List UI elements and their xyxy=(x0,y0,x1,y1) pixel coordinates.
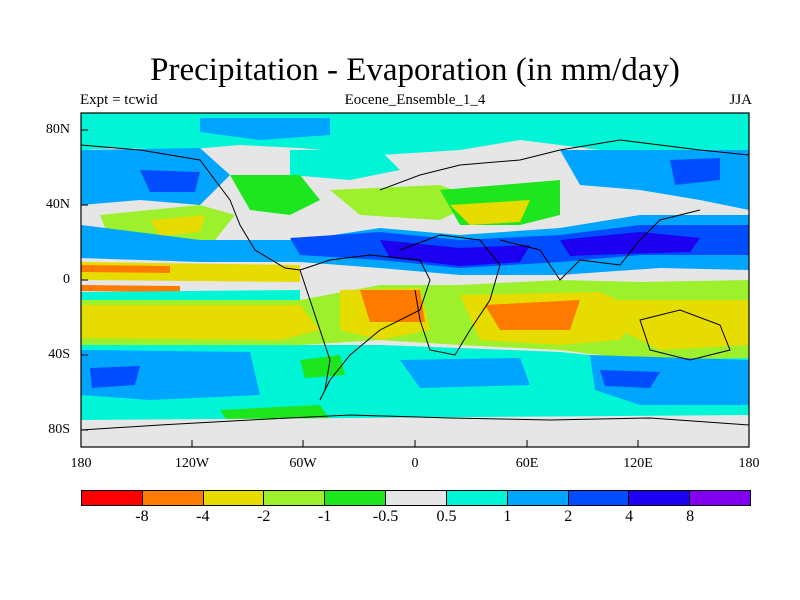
colorbar-swatch xyxy=(203,491,265,505)
itcz-peak-east xyxy=(560,232,700,256)
x-tick-120w: 120W xyxy=(174,456,210,471)
north-pacific-core xyxy=(140,170,200,192)
x-tick-120e: 120E xyxy=(623,456,653,471)
plot-title: Precipitation - Evaporation (in mm/day) xyxy=(150,52,680,88)
eq-pacific-streak2 xyxy=(81,285,180,292)
y-tick-40n: 40N xyxy=(45,197,70,212)
s-africa-strong xyxy=(485,300,580,330)
s-pacific-dry xyxy=(81,305,320,340)
axis-ticks xyxy=(80,129,750,447)
colorbar-swatch xyxy=(264,491,326,505)
colorbar xyxy=(81,490,751,506)
n-america-green xyxy=(230,175,320,215)
coast-south-america xyxy=(299,254,431,401)
colorbar-label: 8 xyxy=(686,508,695,525)
eq-pacific-streak1 xyxy=(81,265,170,273)
colorbar-label: -4 xyxy=(196,508,210,525)
y-tick-0: 0 xyxy=(63,272,70,287)
colorbar-label: 2 xyxy=(564,508,573,525)
s-atlantic-blue xyxy=(400,358,530,388)
north-atlantic-cyan xyxy=(290,150,400,180)
colorbar-swatch xyxy=(690,491,750,505)
y-tick-80s: 80S xyxy=(48,422,70,437)
antarctic-neutral xyxy=(81,415,749,447)
x-tick-180e: 180 xyxy=(738,456,760,471)
colorbar-swatch xyxy=(142,491,204,505)
coast-south-asia xyxy=(499,209,701,281)
colorbar-label: -2 xyxy=(257,508,271,525)
x-tick-180w: 180 xyxy=(70,456,92,471)
x-tick-60e: 60E xyxy=(515,456,539,471)
n-pacific-dry-core xyxy=(150,215,205,236)
y-tick-40s: 40S xyxy=(48,347,70,362)
s-indian-dry xyxy=(600,300,749,350)
eurasia-dry xyxy=(450,200,530,225)
s-dry-patches xyxy=(300,355,345,378)
s-america-strong xyxy=(360,290,425,322)
colorbar-swatch xyxy=(325,491,387,505)
colorbar-swatch xyxy=(82,491,143,505)
colorbar-label: 1 xyxy=(503,508,512,525)
season-label: JJA xyxy=(729,92,752,108)
coast-west-south-america xyxy=(299,269,331,391)
coast-australia xyxy=(639,309,731,361)
s-indian-deep xyxy=(600,370,660,388)
arctic-wet-core xyxy=(200,118,330,140)
colorbar-label: -1 xyxy=(317,508,332,525)
colorbar-swatch xyxy=(386,491,447,505)
north-asia-core xyxy=(670,158,720,185)
s-pacific-blue xyxy=(81,350,260,400)
colorbar-label: 0.5 xyxy=(436,508,457,525)
colorbar-swatch xyxy=(629,491,691,505)
coast-north-america xyxy=(80,144,301,271)
colorbar-swatch xyxy=(568,491,630,505)
s-indian-blue xyxy=(590,355,749,405)
colorbar-swatch xyxy=(446,491,508,505)
colorbar-label: -8 xyxy=(135,508,149,525)
coast-antarctica xyxy=(80,414,750,431)
ensemble-label: Eocene_Ensemble_1_4 xyxy=(344,92,486,108)
colorbar-label: 4 xyxy=(625,508,634,525)
pme-contour-field xyxy=(81,113,749,447)
experiment-label: Expt = tcwid xyxy=(80,92,158,108)
coast-eurasia xyxy=(379,139,750,191)
colorbar-label: -0.5 xyxy=(372,508,399,525)
coastlines xyxy=(80,139,750,431)
coast-africa xyxy=(399,234,501,356)
s-pacific-deep xyxy=(90,366,140,388)
x-tick-60w: 60W xyxy=(289,456,317,471)
colorbar-swatch xyxy=(507,491,569,505)
y-tick-80n: 80N xyxy=(45,122,70,137)
x-tick-0: 0 xyxy=(411,456,419,471)
